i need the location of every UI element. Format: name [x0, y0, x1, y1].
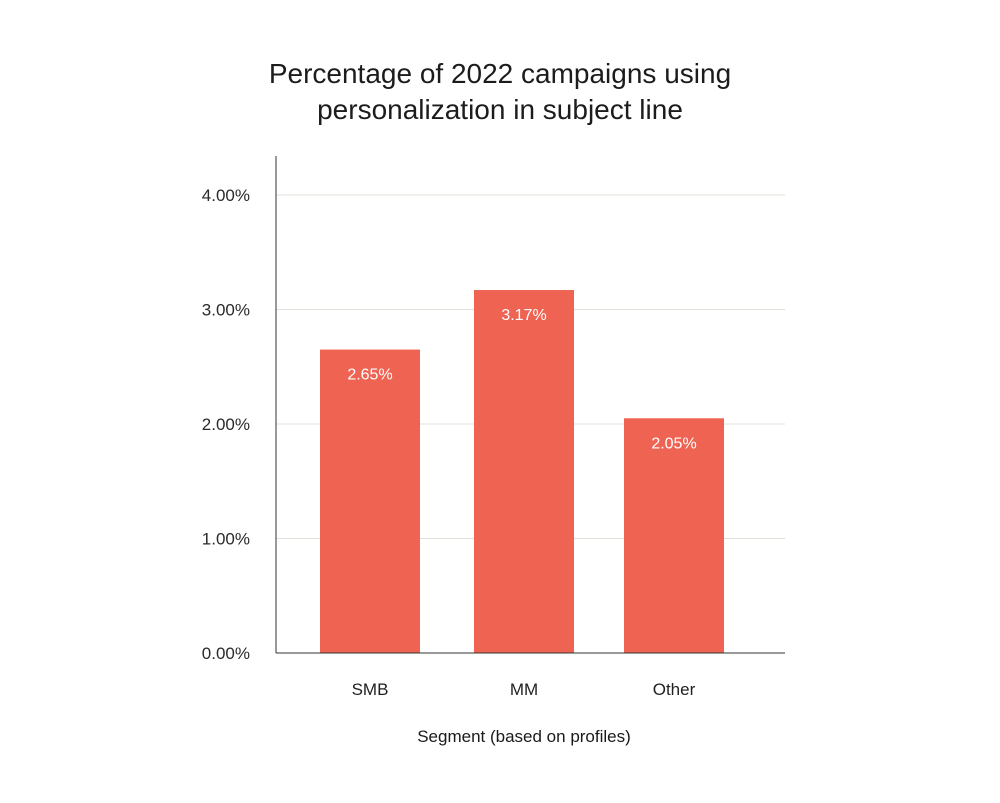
bar-value-label-smb: 2.65%: [347, 367, 392, 384]
bar-value-label-mm: 3.17%: [501, 307, 546, 324]
chart-title-line-2: personalization in subject line: [317, 94, 683, 125]
bar-smb: [320, 349, 420, 653]
chart-title-line-1: Percentage of 2022 campaigns using: [268, 58, 732, 89]
bar-value-label-other: 2.05%: [651, 435, 696, 452]
y-tick-label-0: 0.00%: [202, 644, 250, 663]
bar-mm: [474, 290, 574, 653]
chart-title: Percentage of 2022 campaigns using perso…: [0, 56, 1000, 128]
bar-other: [624, 418, 724, 653]
x-axis-title: Segment (based on profiles): [417, 727, 631, 746]
x-tick-label-mm: MM: [510, 680, 538, 699]
x-tick-label-other: Other: [653, 680, 696, 699]
y-tick-label-1: 1.00%: [202, 530, 250, 549]
y-tick-label-4: 4.00%: [202, 186, 250, 205]
y-tick-label-2: 2.00%: [202, 415, 250, 434]
x-tick-label-smb: SMB: [352, 680, 389, 699]
y-tick-label-3: 3.00%: [202, 301, 250, 320]
